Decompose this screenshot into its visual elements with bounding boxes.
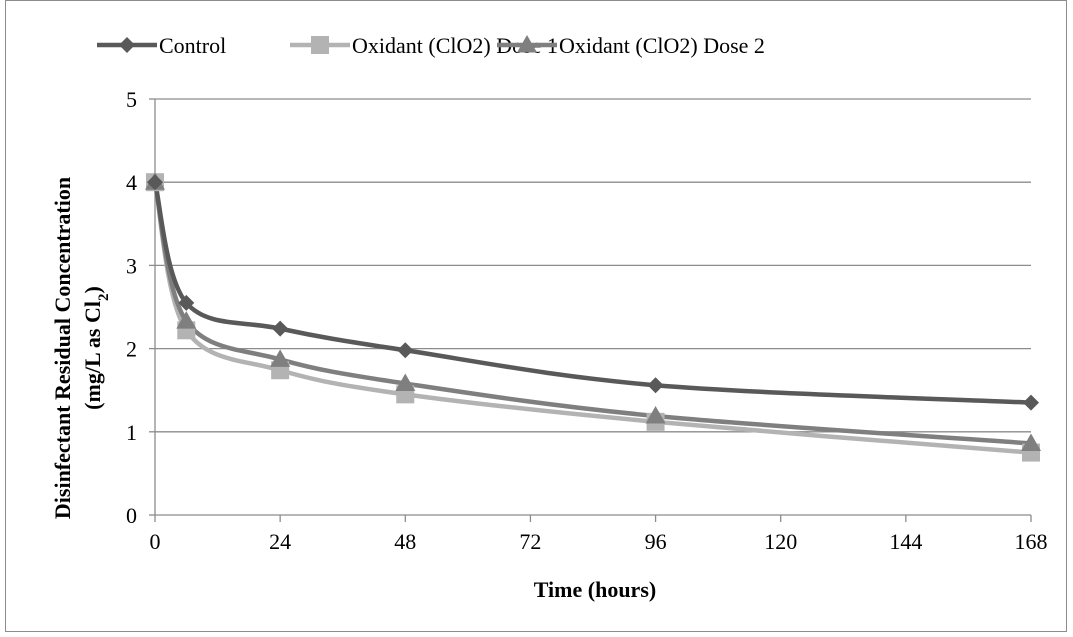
legend-label: Control (159, 33, 226, 58)
x-tick-label: 0 (150, 529, 161, 554)
x-tick-label: 48 (394, 529, 416, 554)
legend: Control Oxidant (ClO2) Dose 1 Oxidant (ClO… (97, 33, 765, 58)
x-tick-label: 24 (269, 529, 291, 554)
data-point-2 (395, 373, 416, 392)
y-tick-label: 3 (126, 253, 137, 278)
y-axis-title-line1: Disinfectant Residual Concentration (50, 177, 75, 519)
data-point-0 (178, 294, 195, 311)
series-line-1 (152, 179, 1034, 455)
y-tick-label: 2 (126, 337, 137, 362)
legend-marker (119, 37, 135, 53)
y-axis-title: Disinfectant Residual Concentration (mg/… (50, 177, 112, 519)
data-point-0 (397, 342, 414, 359)
legend-label: Oxidant (ClO2) Dose 2 (559, 33, 765, 58)
y-tick-label: 4 (126, 170, 137, 195)
y-tick-label: 5 (126, 87, 137, 112)
series-lines (145, 172, 1041, 462)
legend-item-0: Control (97, 33, 226, 58)
x-tick-label: 72 (519, 529, 541, 554)
data-point-2 (270, 349, 291, 367)
x-tick-label: 120 (764, 529, 797, 554)
legend-marker (517, 35, 537, 53)
data-point-2 (1021, 433, 1041, 451)
y-axis-title-line2: (mg/L as Cl2) (80, 286, 112, 410)
legend-item-2: Oxidant (ClO2) Dose 2 (497, 33, 765, 58)
data-point-0 (1023, 394, 1039, 411)
x-axis-title: Time (hours) (534, 577, 656, 602)
data-point-0 (272, 320, 289, 337)
data-point-2 (176, 311, 197, 329)
data-point-0 (147, 174, 163, 191)
series-line-2 (152, 179, 1034, 446)
y-tick-label: 1 (126, 420, 137, 445)
axes: 0 1 2 3 4 5 0 24 48 72 96 120 144 168 (126, 87, 1048, 554)
data-point-0 (647, 377, 664, 394)
legend-marker (311, 36, 329, 54)
x-tick-label: 144 (889, 529, 922, 554)
x-tick-label: 168 (1015, 529, 1048, 554)
gridlines (155, 98, 1031, 433)
y-tick-label: 0 (126, 503, 137, 528)
data-point-2 (645, 405, 666, 424)
x-tick-label: 96 (645, 529, 667, 554)
